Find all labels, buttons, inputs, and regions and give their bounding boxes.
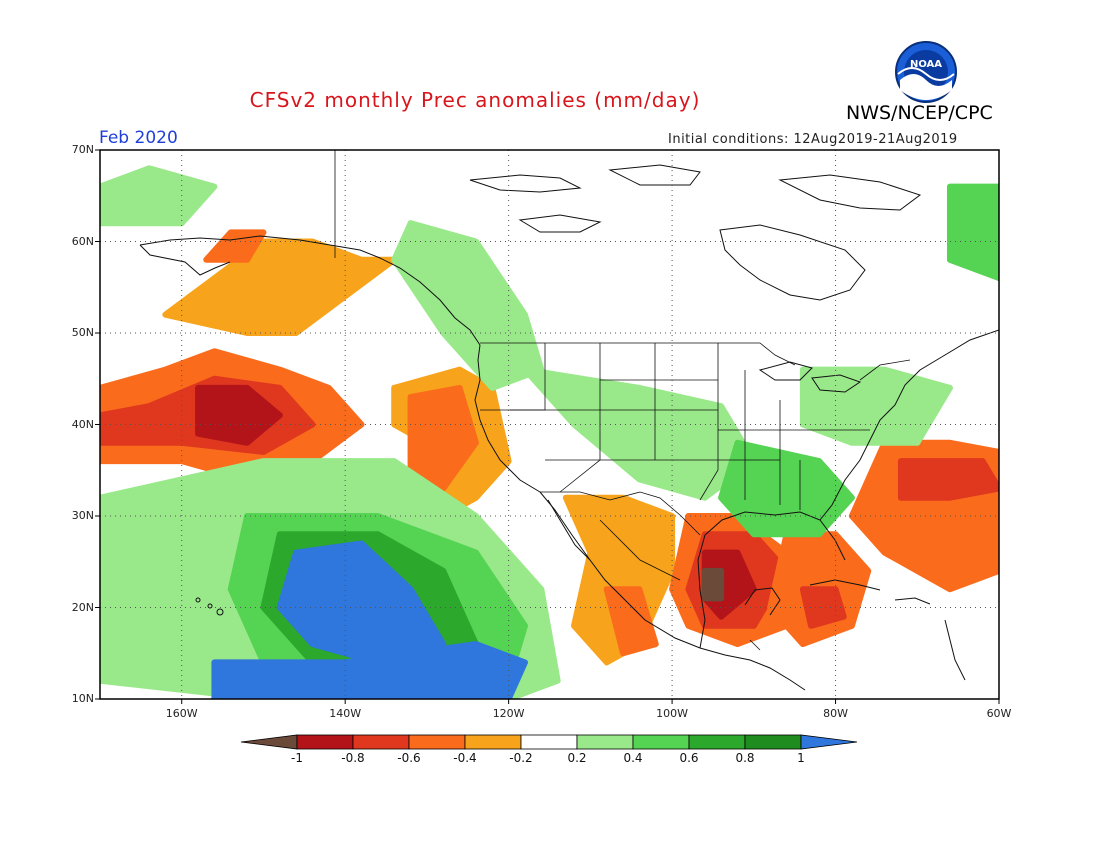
axis-ticks (95, 149, 1000, 704)
initial-conditions-label: Initial conditions: 12Aug2019-21Aug2019 (668, 132, 958, 147)
colorbar-label: 0.8 (735, 751, 755, 765)
anomaly-patch (391, 220, 545, 391)
colorbar-label: -0.6 (397, 751, 421, 765)
colorbar-segment (576, 734, 634, 750)
longitude-label: 100W (656, 707, 689, 720)
colorbar-label: -0.8 (341, 751, 365, 765)
anomaly-patch (407, 384, 479, 492)
coastlines (139, 164, 999, 691)
anomaly-patches (100, 165, 999, 699)
colorbar-high-triangle (800, 734, 858, 750)
colorbar-segment (688, 734, 746, 750)
latitude-label: 70N (71, 143, 94, 156)
anomaly-patch (203, 229, 267, 263)
colorbar-label: 0.6 (679, 751, 699, 765)
colorbar-label: 0.2 (567, 751, 587, 765)
anomaly-patch (603, 586, 659, 657)
latitude-label: 30N (71, 509, 94, 522)
chart-title: CFSv2 monthly Prec anomalies (mm/day) (249, 88, 701, 112)
longitude-label: 140W (329, 707, 362, 720)
latitude-label: 20N (71, 600, 94, 614)
colorbar-low-triangle (240, 734, 298, 750)
anomaly-patch (897, 458, 999, 501)
political-borders (334, 150, 911, 651)
noaa-logo: NOAA (894, 40, 958, 108)
latitude-label: 40N (71, 417, 94, 431)
colorbar-segment (744, 734, 802, 750)
colorbar (240, 734, 858, 750)
anomaly-patch (100, 165, 218, 227)
colorbar-segment (520, 734, 578, 750)
colorbar-segment (296, 734, 354, 750)
longitude-label: 120W (492, 707, 525, 720)
latitude-label: 50N (71, 326, 94, 339)
anomaly-patch (799, 586, 847, 629)
colorbar-segment (632, 734, 690, 750)
anomaly-patch (195, 384, 283, 446)
colorbar-label: -0.4 (453, 751, 477, 765)
latitude-label: 10N (71, 692, 94, 705)
noaa-logo-text: NOAA (910, 59, 942, 70)
anomaly-patch (946, 183, 999, 282)
colorbar-label: -0.2 (509, 751, 533, 765)
latitude-label: 60N (71, 234, 94, 248)
colorbar-label: -1 (291, 751, 303, 765)
agency-label: NWS/NCEP/CPC (846, 102, 993, 124)
anomaly-patch (799, 366, 953, 446)
month-label: Feb 2020 (99, 128, 178, 148)
colorbar-label: 1 (797, 751, 805, 765)
colorbar-label: 0.4 (623, 751, 643, 765)
longitude-label: 80W (823, 707, 848, 720)
colorbar-segment (408, 734, 466, 750)
anomaly-patch (211, 641, 528, 699)
colorbar-segment (352, 734, 410, 750)
colorbar-segment (464, 734, 522, 750)
longitude-label: 160W (165, 707, 198, 720)
anomaly-patch (718, 439, 855, 538)
longitude-label: 60W (986, 707, 1012, 720)
anomaly-patch (701, 567, 725, 602)
